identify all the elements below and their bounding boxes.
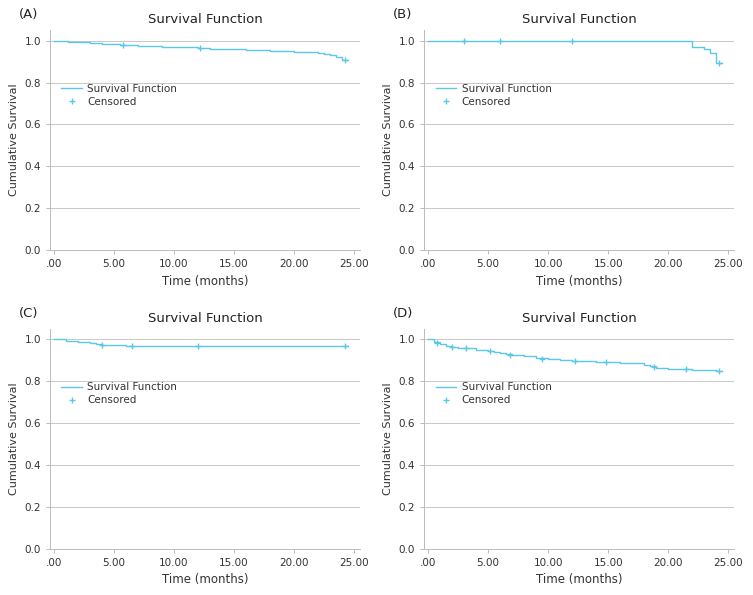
Legend: Survival Function, Censored: Survival Function, Censored [436,383,552,406]
Title: Survival Function: Survival Function [522,312,637,325]
Legend: Survival Function, Censored: Survival Function, Censored [62,84,177,107]
X-axis label: Time (months): Time (months) [162,274,248,287]
Title: Survival Function: Survival Function [148,312,263,325]
Text: (A): (A) [19,8,38,21]
Text: (B): (B) [393,8,413,21]
Title: Survival Function: Survival Function [148,13,263,26]
Y-axis label: Cumulative Survival: Cumulative Survival [383,383,393,495]
X-axis label: Time (months): Time (months) [536,573,623,586]
Legend: Survival Function, Censored: Survival Function, Censored [436,84,552,107]
Y-axis label: Cumulative Survival: Cumulative Survival [9,383,19,495]
X-axis label: Time (months): Time (months) [536,274,623,287]
Title: Survival Function: Survival Function [522,13,637,26]
Text: (C): (C) [19,307,38,320]
Legend: Survival Function, Censored: Survival Function, Censored [62,383,177,406]
Y-axis label: Cumulative Survival: Cumulative Survival [383,84,393,196]
X-axis label: Time (months): Time (months) [162,573,248,586]
Y-axis label: Cumulative Survival: Cumulative Survival [9,84,19,196]
Text: (D): (D) [393,307,413,320]
